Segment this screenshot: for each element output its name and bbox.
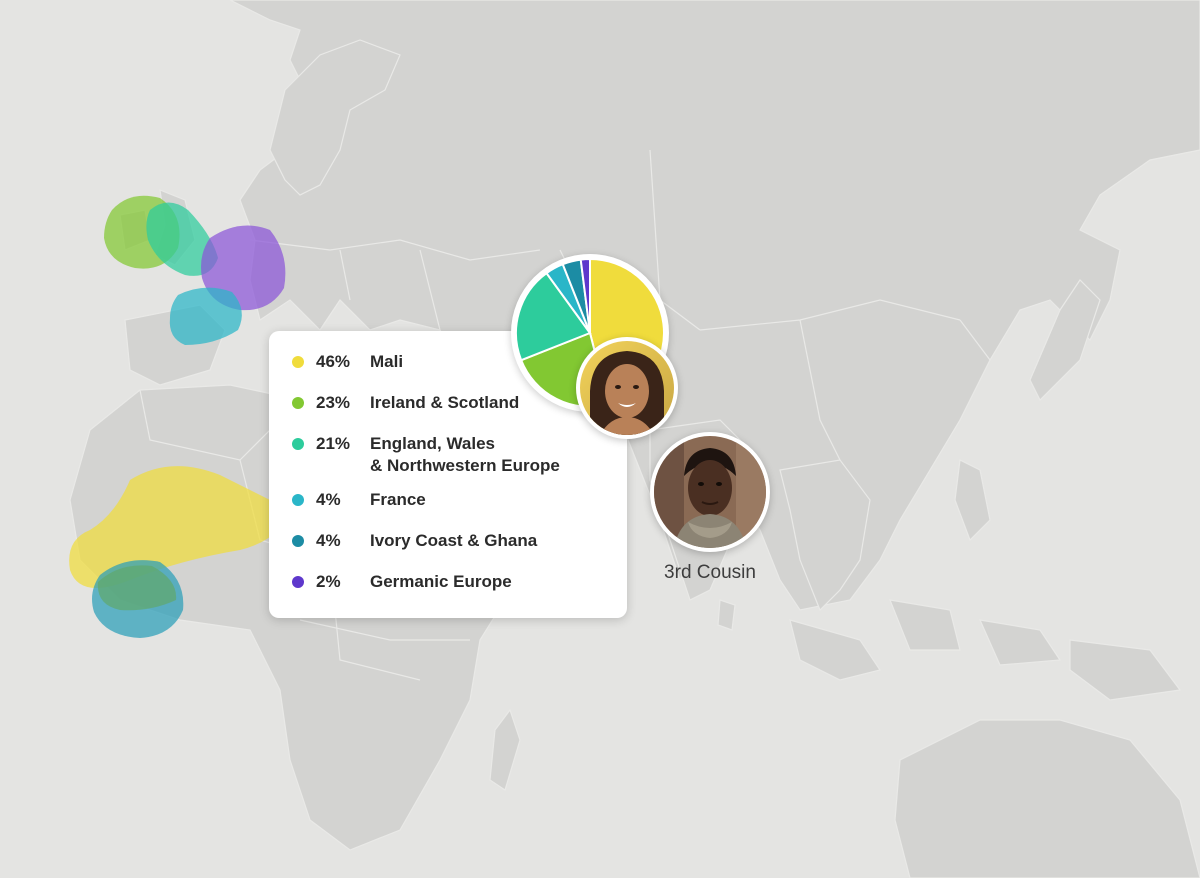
legend-item: 21% England, Wales & Northwestern Europe xyxy=(292,433,627,489)
pie-slice-2 xyxy=(516,271,592,362)
legend-region: Ireland & Scotland xyxy=(370,393,520,412)
legend-region: England, Wales & Northwestern Europe xyxy=(370,434,560,475)
legend-color-dot xyxy=(292,438,304,450)
user-avatar[interactable] xyxy=(576,337,678,439)
legend-color-dot xyxy=(292,494,304,506)
region-blob-mali xyxy=(69,466,291,588)
legend-color-dot xyxy=(292,535,304,547)
legend-item: 4% Ivory Coast & Ghana xyxy=(292,530,627,571)
ethnicity-legend-list: 46% Mali 23% Ireland & Scotland 21% England, … xyxy=(292,351,627,612)
land-sri-lanka xyxy=(717,599,736,631)
land-new-guinea xyxy=(1069,639,1182,701)
legend-percent: 2% xyxy=(316,572,341,591)
legend-percent: 21% xyxy=(316,434,351,453)
region-blob-france xyxy=(169,287,242,345)
land-scandinavia xyxy=(269,39,401,196)
legend-color-dot xyxy=(292,576,304,588)
legend-percent: 46% xyxy=(316,352,351,371)
legend-percent: 4% xyxy=(316,490,341,509)
land-philippines xyxy=(954,459,991,542)
legend-item: 23% Ireland & Scotland xyxy=(292,392,627,433)
legend-percent: 4% xyxy=(316,531,341,550)
legend-region: Germanic Europe xyxy=(370,572,512,591)
region-blob-england-wales xyxy=(146,202,218,276)
legend-percent: 23% xyxy=(316,393,351,412)
legend-region: Mali xyxy=(370,352,404,371)
land-madagascar xyxy=(489,708,521,791)
legend-item: 2% Germanic Europe xyxy=(292,571,627,612)
legend-color-dot xyxy=(292,356,304,368)
land-indonesia-3 xyxy=(978,619,1062,666)
user-photo xyxy=(580,341,674,435)
pie-slice-5 xyxy=(579,259,591,334)
region-blob-germanic-europe xyxy=(201,225,286,311)
legend-item: 46% Mali xyxy=(292,351,627,392)
land-indochina xyxy=(779,459,871,612)
land-japan xyxy=(1029,279,1101,402)
legend-color-dot xyxy=(292,397,304,409)
land-indonesia-2 xyxy=(889,599,961,651)
match-avatar[interactable] xyxy=(650,432,770,552)
match-photo xyxy=(654,436,766,548)
legend-item: 4% France xyxy=(292,489,627,530)
legend-region: Ivory Coast & Ghana xyxy=(370,531,538,550)
region-blob-overlap xyxy=(97,565,177,611)
land-indonesia-1 xyxy=(789,619,881,681)
land-australia xyxy=(894,719,1200,878)
relationship-label: 3rd Cousin xyxy=(664,562,756,583)
legend-region: France xyxy=(370,490,426,509)
